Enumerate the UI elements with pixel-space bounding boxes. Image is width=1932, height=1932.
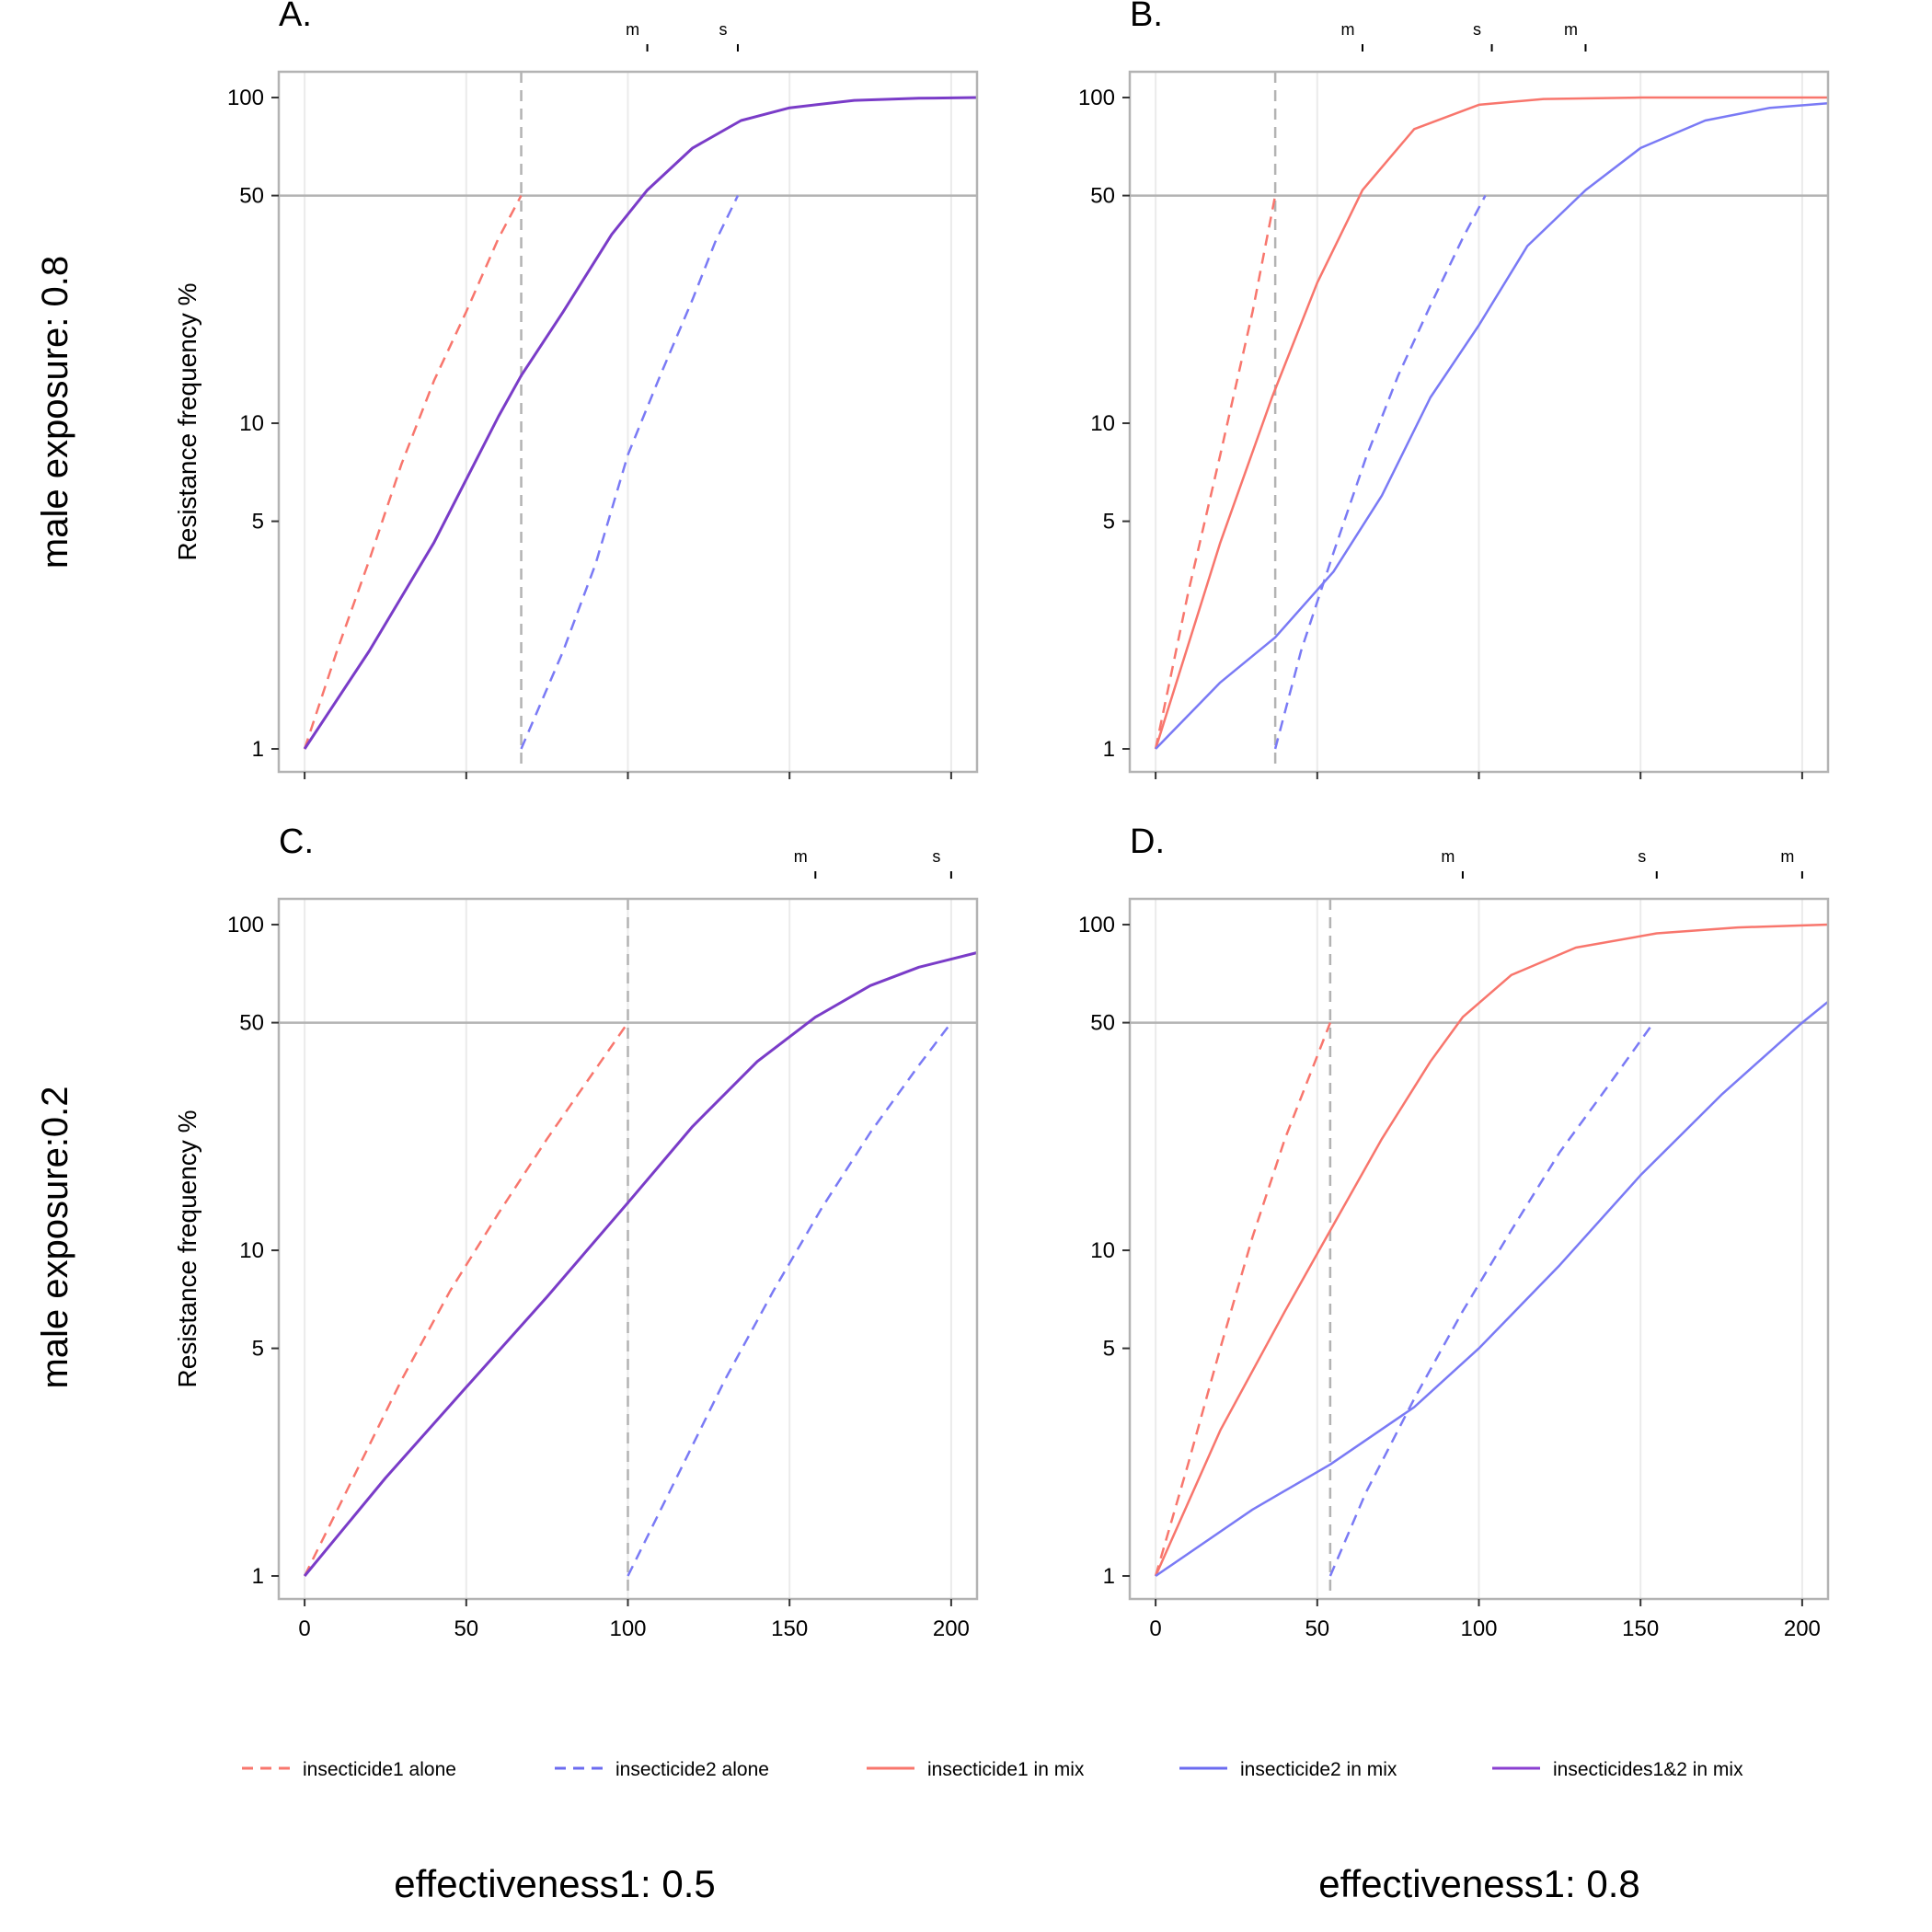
- x-tick-label: 0: [1149, 1616, 1161, 1641]
- y-tick-label: 100: [227, 86, 264, 110]
- x-tick-label: 150: [1622, 1616, 1659, 1641]
- top-marker-label: m: [794, 847, 808, 866]
- row-label-1: male exposure: 0.8: [35, 256, 75, 569]
- series-i2_alone: [1273, 195, 1487, 750]
- y-tick-label: 10: [1090, 411, 1115, 436]
- series-i1_alone: [1154, 195, 1277, 750]
- legend-label: insecticide1 in mix: [927, 1759, 1085, 1780]
- y-tick-label: 10: [239, 1238, 264, 1263]
- series-mix_both: [303, 951, 978, 1577]
- y-tick-label: 1: [1103, 1564, 1115, 1589]
- top-marker-label: s: [932, 847, 940, 866]
- legend-item: insecticides1&2 in mix: [1492, 1759, 1743, 1780]
- legend-label: insecticides1&2 in mix: [1553, 1759, 1743, 1780]
- top-marker-label: m: [1564, 20, 1578, 39]
- series-i2_alone: [627, 1021, 952, 1577]
- y-tick-label: 5: [1103, 510, 1115, 535]
- legend-item: insecticide1 alone: [242, 1759, 456, 1780]
- y-tick-label: 5: [1103, 1337, 1115, 1362]
- series-i2_mix: [1155, 102, 1829, 750]
- y-tick-label: 100: [227, 913, 264, 937]
- series-i2_alone: [1328, 1021, 1655, 1577]
- top-marker-label: m: [1341, 20, 1355, 39]
- y-tick-label: 1: [252, 1564, 264, 1589]
- top-marker-label: s: [1473, 20, 1481, 39]
- y-tick-label: 50: [1090, 184, 1115, 209]
- y-tick-label: 1: [1103, 737, 1115, 762]
- panel-d: D. 1 5 10 50 100 0 50 100 150 200 m s m: [1078, 822, 1830, 1641]
- series-i1_mix: [1154, 923, 1829, 1577]
- legend-item: insecticide2 alone: [555, 1759, 769, 1780]
- legend-label: insecticide1 alone: [303, 1759, 456, 1780]
- series-i1_mix: [1154, 96, 1828, 750]
- y-tick-label: 100: [1078, 86, 1115, 110]
- y-axis-label: Resistance frequency %: [173, 283, 201, 561]
- series-i1_alone: [303, 1021, 629, 1577]
- panel-label: D.: [1130, 822, 1165, 861]
- x-tick-label: 150: [771, 1616, 808, 1641]
- y-axis-label: Resistance frequency %: [173, 1110, 201, 1388]
- y-tick-label: 100: [1078, 913, 1115, 937]
- legend-item: insecticide2 in mix: [1179, 1759, 1397, 1780]
- legend: insecticide1 alone insecticide2 alone inse…: [242, 1759, 1743, 1780]
- legend-label: insecticide2 in mix: [1240, 1759, 1397, 1780]
- top-marker-label: s: [1638, 847, 1646, 866]
- panel-label: C.: [279, 822, 314, 861]
- y-tick-label: 50: [1090, 1011, 1115, 1036]
- series-mix_both: [303, 96, 978, 750]
- y-tick-label: 50: [239, 184, 264, 209]
- series-i1_alone: [303, 195, 523, 750]
- x-tick-label: 200: [933, 1616, 970, 1641]
- series-i2_alone: [520, 195, 740, 750]
- panel-c: C. 1 5 10 50 100 0 50 100 150 200 Resistance freque…: [173, 822, 979, 1641]
- x-tick-label: 100: [609, 1616, 646, 1641]
- y-tick-label: 50: [239, 1011, 264, 1036]
- legend-item: insecticide1 in mix: [867, 1759, 1085, 1780]
- column-label-2: effectiveness1: 0.8: [1318, 1862, 1639, 1905]
- panel-label: A.: [279, 0, 312, 34]
- top-marker-label: m: [1441, 847, 1455, 866]
- top-marker-label: s: [719, 20, 727, 39]
- series-i2_mix: [1155, 1000, 1829, 1578]
- y-tick-label: 10: [239, 411, 264, 436]
- series-i1_alone: [1154, 1022, 1332, 1577]
- row-label-2: male exposure:0.2: [35, 1086, 75, 1388]
- panel-label: B.: [1130, 0, 1163, 34]
- x-tick-label: 0: [298, 1616, 310, 1641]
- top-marker-label: m: [626, 20, 639, 39]
- x-tick-label: 100: [1460, 1616, 1497, 1641]
- y-tick-label: 1: [252, 737, 264, 762]
- column-label-1: effectiveness1: 0.5: [394, 1862, 715, 1905]
- top-marker-label: m: [1780, 847, 1794, 866]
- y-tick-label: 10: [1090, 1238, 1115, 1263]
- y-tick-label: 5: [252, 1337, 264, 1362]
- legend-label: insecticide2 alone: [615, 1759, 769, 1780]
- panel-a: A. 1 5 10 50 100 Resistance frequency % m s: [173, 0, 979, 779]
- y-tick-label: 5: [252, 510, 264, 535]
- x-tick-label: 50: [454, 1616, 478, 1641]
- panel-b: B. 1 5 10 50 100 m s m: [1078, 0, 1830, 779]
- x-tick-label: 50: [1305, 1616, 1329, 1641]
- x-tick-label: 200: [1784, 1616, 1821, 1641]
